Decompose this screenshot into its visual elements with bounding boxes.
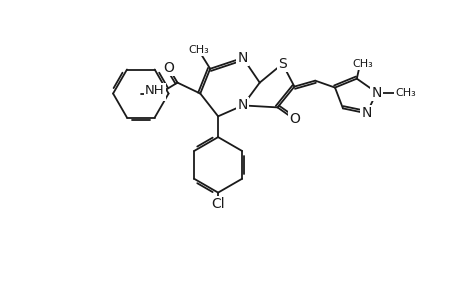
Text: N: N (237, 98, 247, 112)
Text: S: S (278, 57, 286, 71)
Text: Cl: Cl (211, 197, 224, 212)
Text: N: N (370, 85, 381, 100)
Text: O: O (288, 112, 299, 126)
Text: NH: NH (145, 84, 164, 97)
Text: O: O (163, 61, 174, 75)
Text: N: N (237, 51, 247, 65)
Text: CH₃: CH₃ (394, 88, 415, 98)
Text: CH₃: CH₃ (188, 45, 208, 55)
Text: H: H (155, 87, 164, 100)
Text: CH₃: CH₃ (352, 59, 372, 69)
Text: N: N (361, 106, 371, 120)
